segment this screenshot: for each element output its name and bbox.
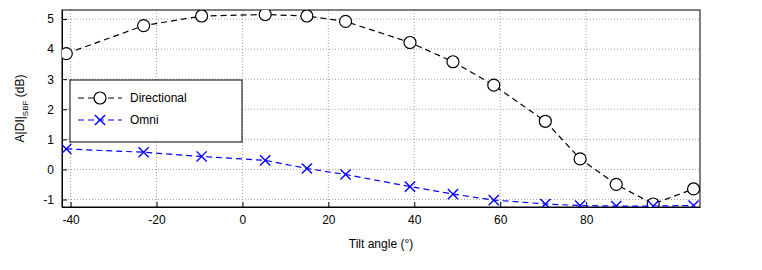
data-point <box>447 56 459 68</box>
data-point <box>197 151 207 161</box>
series-line <box>66 15 693 204</box>
grid-line <box>586 10 587 207</box>
data-point <box>574 153 586 165</box>
grid-line <box>500 10 501 207</box>
grid <box>62 10 700 207</box>
grid-line <box>328 10 329 207</box>
data-point <box>62 144 71 154</box>
tick-mark <box>500 202 501 207</box>
data-point <box>575 200 585 207</box>
chart: -40 -20 0 20 40 60 80 -1 0 1 2 3 4 5 Directional Omni Ti… <box>0 0 762 270</box>
tick-mark <box>71 202 72 207</box>
tick-label: -20 <box>148 213 166 227</box>
y-axis-label-part: A|DI| <box>13 116 27 142</box>
tick-mark <box>62 109 67 110</box>
data-point <box>259 10 271 21</box>
data-point <box>648 201 658 207</box>
tick-mark <box>62 199 67 200</box>
tick: 3 <box>47 73 67 87</box>
data-point <box>539 115 551 127</box>
tick-mark <box>414 202 415 207</box>
grid-line <box>62 49 700 50</box>
data-point <box>488 79 500 91</box>
tick-label: 80 <box>580 213 594 227</box>
data-point <box>340 169 350 179</box>
data-point <box>611 201 621 207</box>
tick: 40 <box>408 202 422 227</box>
grid-line <box>62 199 700 200</box>
grid-line <box>62 169 700 170</box>
tick: -1 <box>43 193 67 207</box>
tick: -20 <box>148 202 166 227</box>
data-point <box>196 10 208 22</box>
legend-label: Omni <box>130 113 159 127</box>
data-point <box>688 200 698 207</box>
tick: -40 <box>62 202 80 227</box>
legend-marker <box>94 92 106 104</box>
tick-mark <box>242 202 243 207</box>
tick-label: 5 <box>47 12 54 26</box>
tick-label: 20 <box>322 213 336 227</box>
tick-label: 40 <box>408 213 422 227</box>
plot: -40 -20 0 20 40 60 80 -1 0 1 2 3 4 5 Directional Omni <box>43 9 700 227</box>
data-point <box>302 163 312 173</box>
tick: 0 <box>47 163 67 177</box>
plot-frame <box>62 10 700 207</box>
tick: 5 <box>47 12 67 26</box>
tick: 60 <box>494 202 508 227</box>
tick: 0 <box>240 202 247 227</box>
grid-line <box>62 19 700 20</box>
tick-mark <box>62 19 67 20</box>
x-axis-label: Tilt angle (°) <box>349 237 413 251</box>
legend-marker <box>95 115 105 125</box>
tick-label: 0 <box>47 163 54 177</box>
y-axis-label-part: SBF <box>21 100 30 116</box>
tick-mark <box>62 169 67 170</box>
data-point <box>62 48 72 60</box>
tick-mark <box>328 202 329 207</box>
data-point <box>138 20 150 32</box>
data-point <box>301 10 313 22</box>
data-point <box>489 195 499 205</box>
tick-mark <box>157 202 158 207</box>
data-point <box>260 155 270 165</box>
data-point <box>405 181 415 191</box>
tick-label: 60 <box>494 213 508 227</box>
tick-label: 0 <box>240 213 247 227</box>
tick-label: 1 <box>47 133 54 147</box>
y-axis-label: A|DI|SBF (dB) <box>13 75 30 143</box>
legend-box <box>70 80 242 142</box>
y-axis: -1 0 1 2 3 4 5 <box>43 11 67 208</box>
tick-mark <box>586 202 587 207</box>
tick-label: -40 <box>62 213 80 227</box>
data-point <box>448 189 458 199</box>
data-point <box>340 15 352 27</box>
data-point <box>610 178 622 190</box>
tick-mark <box>62 79 67 80</box>
tick: 2 <box>47 103 67 117</box>
tick-label: 3 <box>47 73 54 87</box>
data-point <box>540 199 550 207</box>
data-point <box>404 36 416 48</box>
tick-label: 2 <box>47 103 54 117</box>
legend: Directional Omni <box>70 80 242 142</box>
tick-label: -1 <box>43 193 54 207</box>
legend-label: Directional <box>130 91 187 105</box>
data-point <box>688 183 700 195</box>
data-point <box>139 147 149 157</box>
plot-background <box>62 10 700 207</box>
series-line <box>66 149 693 206</box>
tick: 1 <box>47 133 67 147</box>
tick: 20 <box>322 202 336 227</box>
data-area <box>62 10 700 207</box>
tick-mark <box>62 139 67 140</box>
tick-label: 4 <box>47 42 54 56</box>
y-axis-label-part: (dB) <box>13 75 27 101</box>
